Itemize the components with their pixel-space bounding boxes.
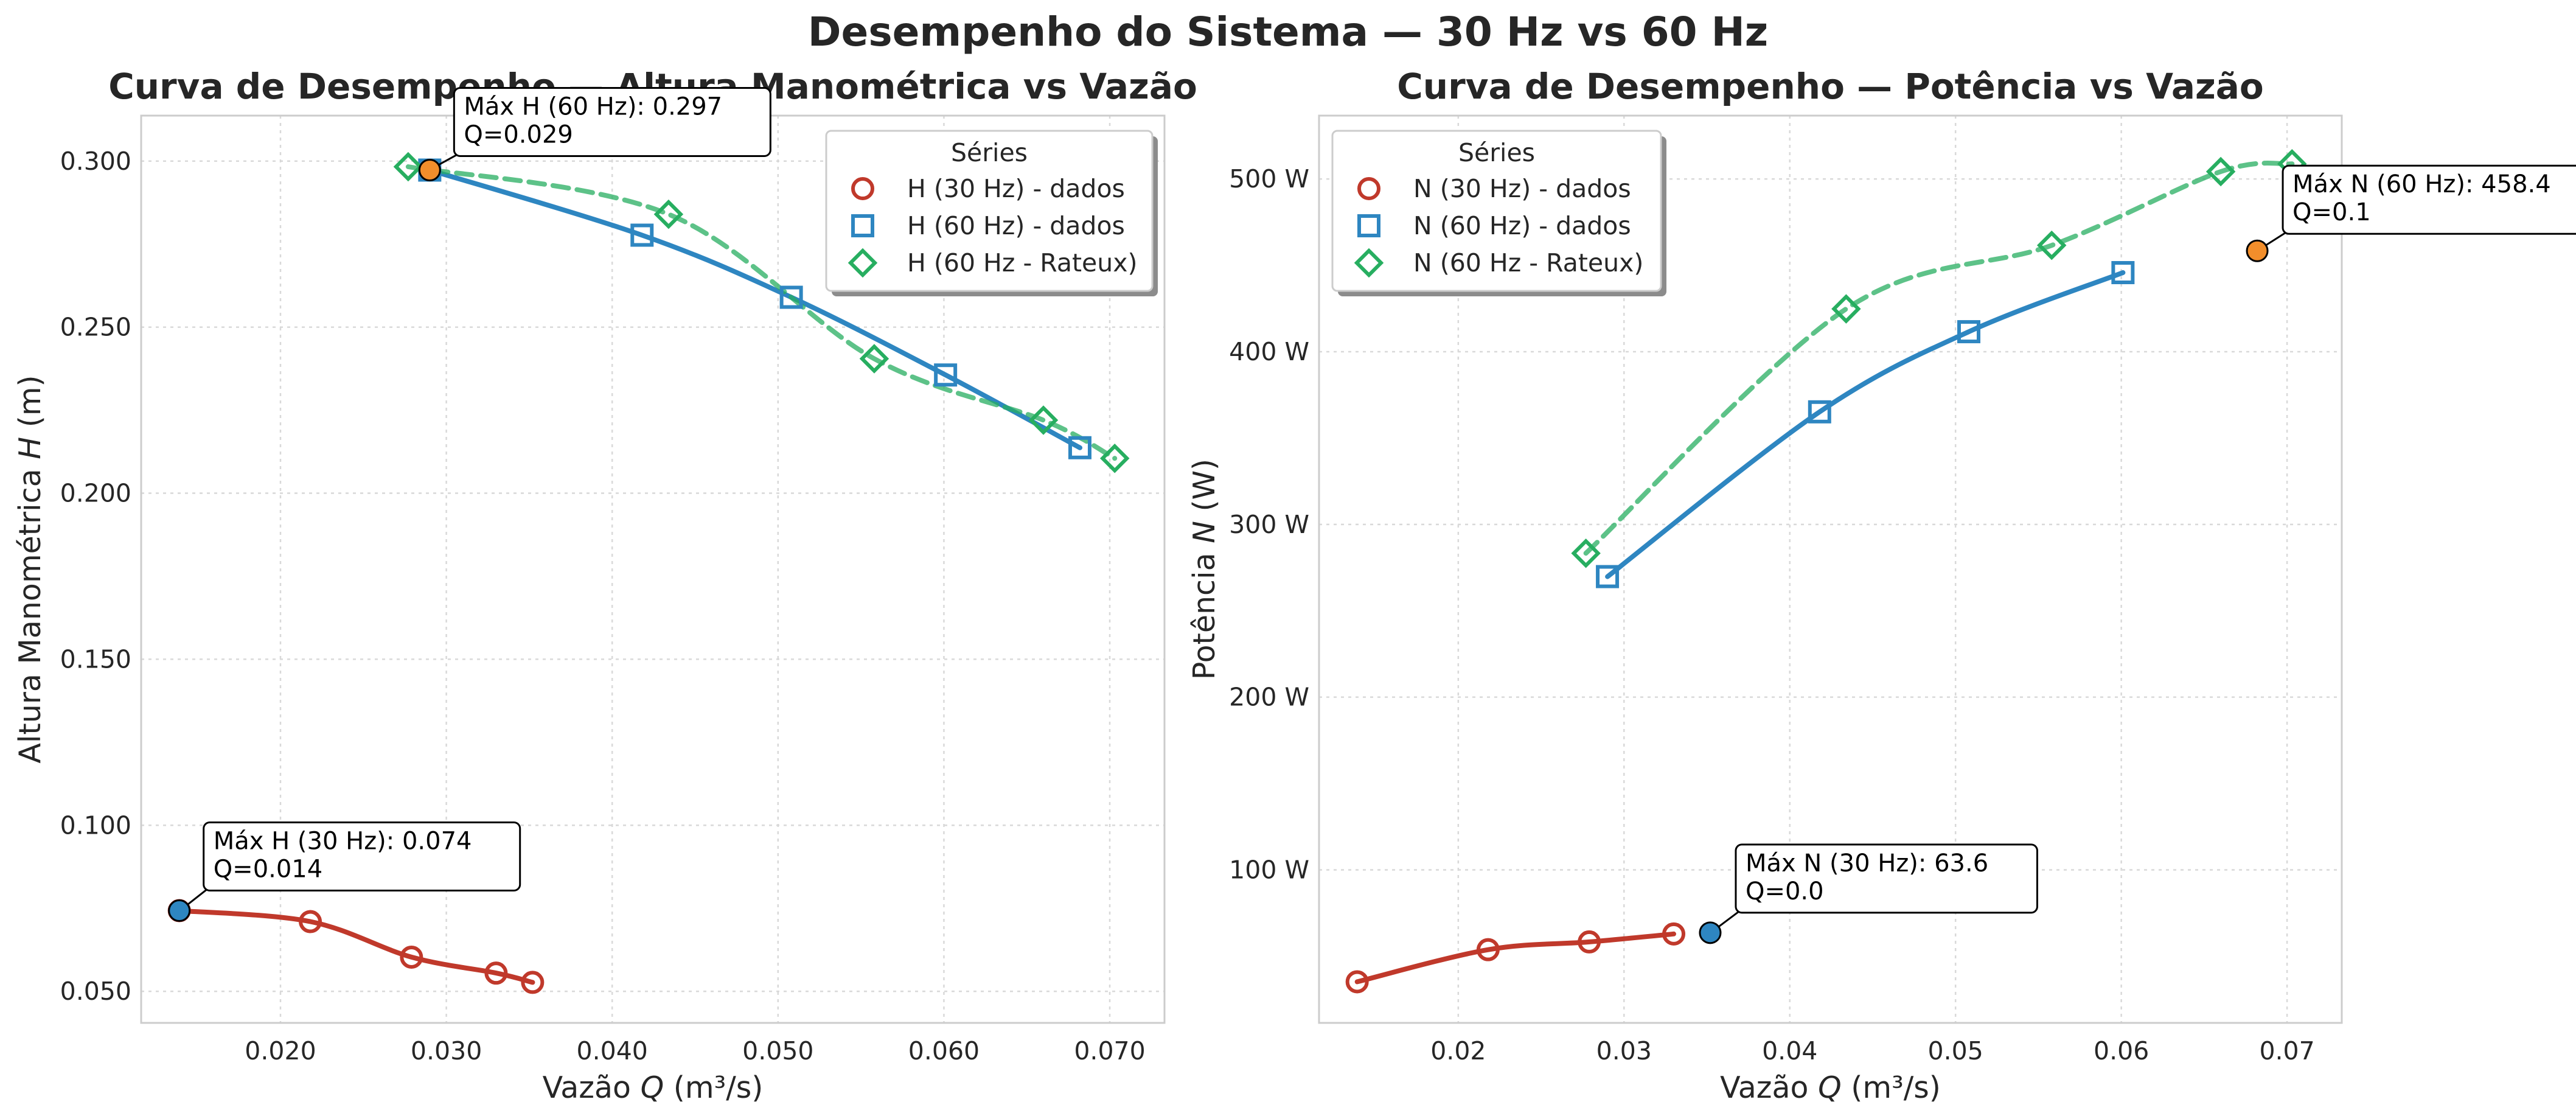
y-tick-label: 400 W [1229,337,1309,366]
data-point [484,961,508,985]
legend-label: N (30 Hz) - dados [1413,174,1631,203]
x-tick-label: 0.030 [411,1036,482,1065]
y-tick-label: 0.200 [60,479,131,508]
annotation-box [453,87,771,158]
legend-label: N (60 Hz - Rateux) [1413,248,1643,277]
data-point [859,344,889,374]
data-point [630,223,654,247]
legend-box [1331,130,1662,292]
data-point [2036,230,2067,260]
data-point [400,945,423,969]
annotation-label: Máx H (60 Hz): 0.297 Q=0.029 [464,93,722,149]
figure-title: Desempenho do Sistema — 30 Hz vs 60 Hz [807,9,1769,55]
legend-box [825,130,1154,292]
annotation-label: Máx H (30 Hz): 0.074 Q=0.014 [214,828,472,884]
chart-title: Curva de Desempenho — Potência vs Vazão [1397,66,2264,107]
x-axis-label: Vazão Q (m³/s) [543,1070,764,1105]
x-tick-label: 0.05 [1928,1036,1983,1065]
series-line-2 [1605,270,2126,579]
x-tick-label: 0.02 [1430,1036,1486,1065]
legend-marker [1357,214,1380,237]
y-tick-label: 500 W [1229,164,1309,194]
data-point [1345,970,1369,994]
y-tick-label: 0.050 [60,977,131,1006]
x-tick-label: 0.07 [2259,1036,2314,1065]
x-tick-label: 0.020 [245,1036,316,1065]
y-tick-label: 0.250 [60,313,131,342]
y-tick-label: 300 W [1229,510,1309,539]
data-point [2111,261,2135,285]
annotation-box [203,821,521,892]
y-tick-label: 0.150 [60,644,131,674]
data-point [934,363,958,387]
legend-label: N (60 Hz) - dados [1413,211,1631,240]
legend: Séries N (30 Hz) - dados N (60 Hz) - dados… [1331,130,1666,296]
data-point [1571,539,1601,568]
data-point [1808,400,1831,424]
data-point [521,971,545,994]
annotation-label: Máx N (60 Hz): 458.4 Q=0.1 [2292,170,2551,226]
data-point [1028,405,1059,435]
data-point [1957,320,1980,344]
data-point [1596,565,1620,588]
max-point-marker [2246,239,2269,262]
y-axis-label: Potência N (W) [1187,459,1222,680]
legend-label: H (60 Hz - Rateux) [907,248,1138,277]
legend-marker [1357,177,1380,200]
legend-marker [851,177,874,200]
legend: Séries H (30 Hz) - dados H (60 Hz) - dados… [825,130,1158,296]
chart-panel-2: 0.02 0.03 0.04 0.05 0.06 0.07 100 W 200 W 300 W 4… [1187,66,2576,1105]
x-tick-label: 0.04 [1762,1036,1817,1065]
data-point [2205,156,2236,187]
legend-label: H (30 Hz) - dados [907,174,1125,203]
series-line-1 [1354,931,1676,985]
x-tick-label: 0.040 [577,1036,648,1065]
data-point [1068,436,1091,459]
data-point [393,152,423,182]
legend-marker [1354,248,1384,278]
legend-title: Séries [1458,138,1535,167]
x-tick-label: 0.06 [2094,1036,2149,1065]
max-point-marker [168,899,191,922]
series-line-1 [176,908,535,985]
data-point [1578,930,1601,954]
max-point-marker [418,159,441,182]
data-point [653,199,684,229]
x-tick-label: 0.070 [1074,1036,1145,1065]
data-point [779,285,803,309]
series-line-3 [1583,160,2295,556]
chart-panel-1: 0.020 0.030 0.040 0.050 0.060 0.070 0.050 0.100… [13,66,1197,1105]
data-point [1099,443,1130,473]
legend-label: H (60 Hz) - dados [907,211,1125,240]
y-axis-label: Altura Manométrica H (m) [13,375,47,763]
data-point [299,910,322,933]
y-tick-label: 0.300 [60,147,131,176]
y-tick-label: 200 W [1229,683,1309,712]
legend-marker [851,214,874,237]
legend-title: Séries [951,138,1028,167]
x-tick-label: 0.060 [908,1036,980,1065]
data-point [1476,938,1500,961]
annotation-box [2282,164,2576,235]
x-axis-label: Vazão Q (m³/s) [1720,1070,1941,1105]
data-point [1662,922,1686,946]
series-line-3 [405,164,1118,461]
max-point-marker [1699,921,1722,944]
x-tick-label: 0.03 [1596,1036,1652,1065]
plot-frame [1318,114,2343,1024]
annotation-label: Máx N (30 Hz): 63.6 Q=0.0 [1746,849,1988,905]
legend-marker [848,248,878,278]
annotation-box [1735,843,2038,914]
x-tick-label: 0.050 [742,1036,813,1065]
y-tick-label: 100 W [1229,856,1309,885]
y-tick-label: 0.100 [60,811,131,840]
data-point [1831,294,1861,324]
